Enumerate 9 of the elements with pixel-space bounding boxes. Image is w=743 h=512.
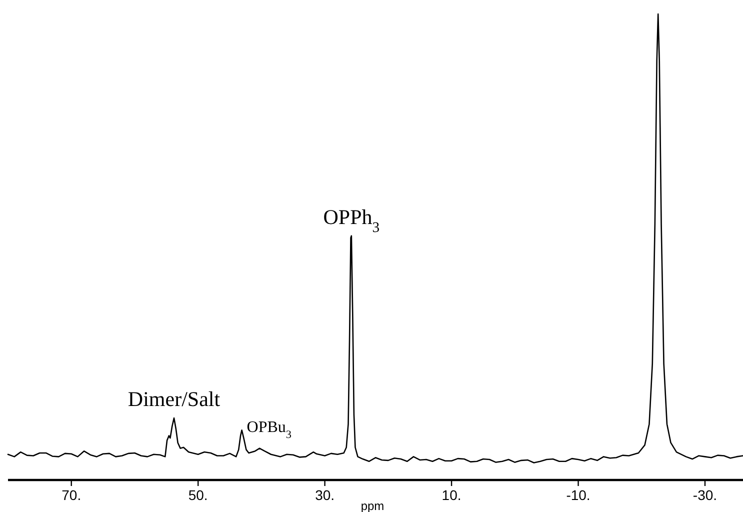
x-tick-label: 30. <box>315 487 335 503</box>
annotation: OPBu$_{3}$ <box>246 419 292 442</box>
annotation: Dimer/Salt <box>128 387 220 412</box>
x-tick-label: -10. <box>566 487 590 503</box>
annotation: OPPh$_{3}$ <box>323 204 380 236</box>
x-tick-label: 70. <box>62 487 82 503</box>
x-tick-label: 10. <box>442 487 462 503</box>
x-tick-label: -30. <box>692 487 718 503</box>
x-tick-label: 50. <box>188 487 208 503</box>
